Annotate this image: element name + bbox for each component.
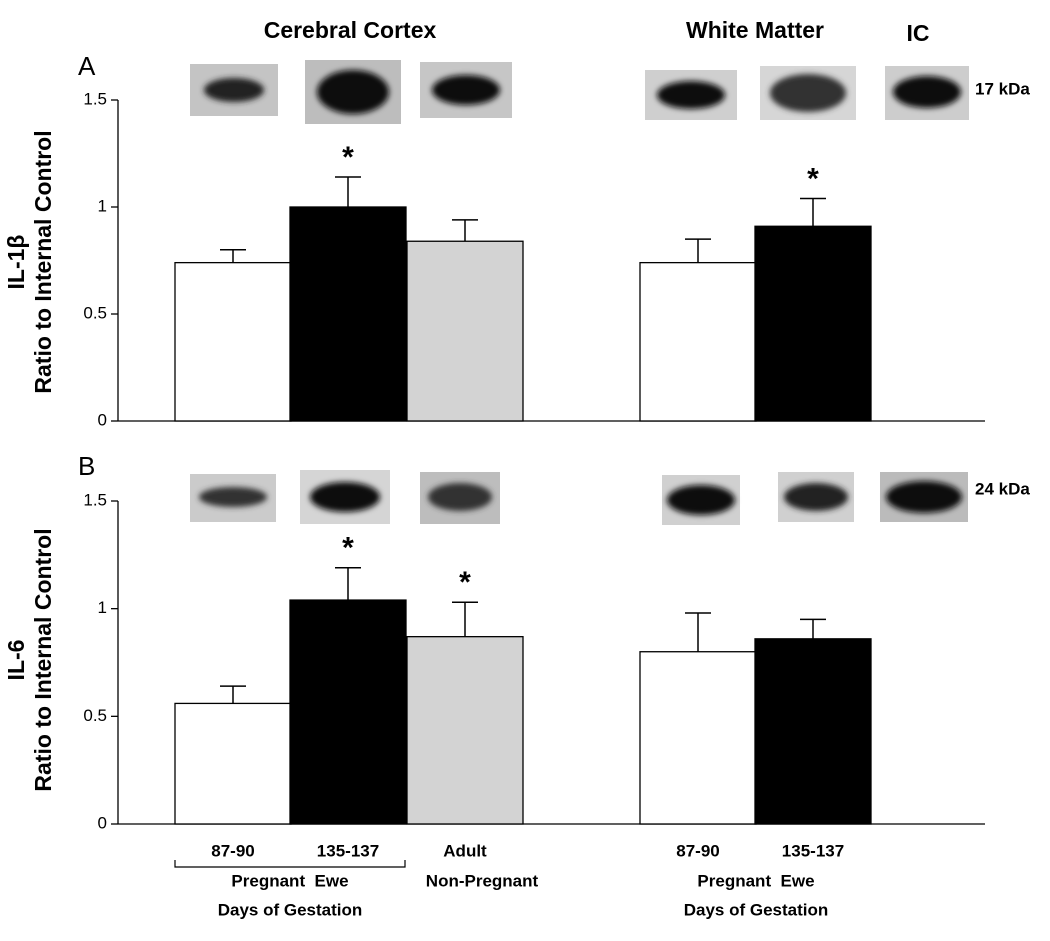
error-bar <box>335 176 361 207</box>
y-tick-label: 1.5 <box>83 490 107 509</box>
y-tick-label: 1.5 <box>83 89 107 108</box>
y-axis-label: IL-1β <box>3 235 29 290</box>
x-tick-label: 135-137 <box>782 841 844 860</box>
group-label: Days of Gestation <box>684 900 829 919</box>
bar <box>754 225 872 422</box>
header: White Matter <box>686 17 824 43</box>
x-tick-label: 87-90 <box>211 841 254 860</box>
significance: * <box>342 141 354 174</box>
x-tick-label: Adult <box>443 841 487 860</box>
bar <box>289 206 407 422</box>
bar <box>174 261 292 422</box>
x-tick-label: 87-90 <box>676 841 719 860</box>
y-tick-label: 0 <box>98 410 107 429</box>
group-label: Pregnant Ewe <box>697 871 814 890</box>
y-axis-label: Ratio to Internal Control <box>30 130 56 393</box>
error-bar <box>685 612 711 652</box>
bar <box>174 702 292 825</box>
error-bar <box>800 618 826 639</box>
error-bar <box>800 197 826 227</box>
band-size: 24 kDa <box>975 479 1030 498</box>
header: IC <box>907 20 930 46</box>
panel-label: B <box>78 451 95 481</box>
y-axis-label: Ratio to Internal Control <box>30 528 56 791</box>
blots-b <box>190 470 968 525</box>
y-tick-label: 1 <box>98 196 107 215</box>
group-label: Days of Gestation <box>218 900 363 919</box>
blots-a <box>190 60 969 124</box>
error-bar <box>452 219 478 242</box>
bar <box>406 240 524 422</box>
error-bar <box>335 567 361 601</box>
significance: * <box>807 162 819 195</box>
bar <box>406 636 524 825</box>
error-bar <box>220 685 246 704</box>
y-tick-label: 0.5 <box>83 303 107 322</box>
bar <box>639 651 757 825</box>
header: Cerebral Cortex <box>264 17 437 43</box>
y-axis-label: IL-6 <box>3 640 29 681</box>
group-label: Non-Pregnant <box>426 871 539 890</box>
x-tick-label: 135-137 <box>317 841 379 860</box>
y-tick-label: 0.5 <box>83 706 107 725</box>
y-tick-label: 1 <box>98 598 107 617</box>
error-bar <box>685 238 711 263</box>
significance: * <box>459 566 471 599</box>
y-tick-label: 0 <box>98 813 107 832</box>
bar <box>754 638 872 825</box>
group-label: Pregnant Ewe <box>231 871 348 890</box>
significance: * <box>342 532 354 565</box>
error-bar <box>452 601 478 637</box>
panel-label: A <box>78 51 96 81</box>
error-bar <box>220 249 246 263</box>
bar <box>639 261 757 422</box>
bar <box>289 599 407 825</box>
bracket <box>174 860 406 868</box>
band-size: 17 kDa <box>975 79 1030 98</box>
